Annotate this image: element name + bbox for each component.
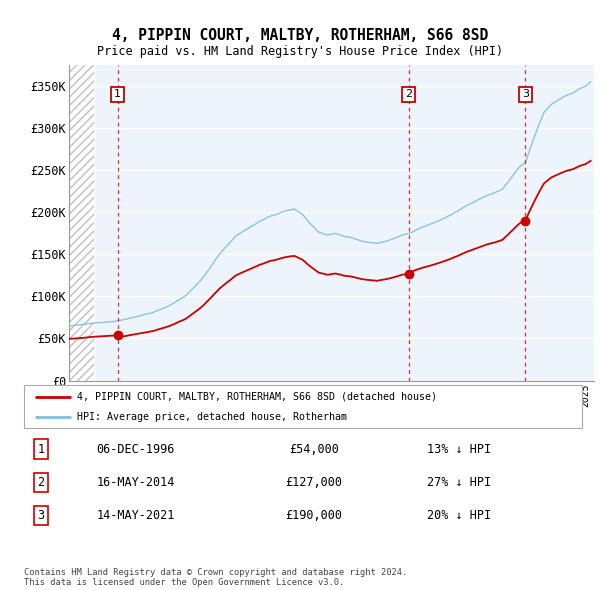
Text: 1: 1: [37, 442, 44, 456]
Text: 16-MAY-2014: 16-MAY-2014: [97, 476, 175, 489]
Text: £190,000: £190,000: [286, 509, 343, 522]
Text: 4, PIPPIN COURT, MALTBY, ROTHERHAM, S66 8SD (detached house): 4, PIPPIN COURT, MALTBY, ROTHERHAM, S66 …: [77, 392, 437, 402]
Text: 13% ↓ HPI: 13% ↓ HPI: [427, 442, 491, 456]
Text: 14-MAY-2021: 14-MAY-2021: [97, 509, 175, 522]
Text: 3: 3: [37, 509, 44, 522]
Text: 27% ↓ HPI: 27% ↓ HPI: [427, 476, 491, 489]
Text: 3: 3: [522, 89, 529, 99]
Text: Price paid vs. HM Land Registry's House Price Index (HPI): Price paid vs. HM Land Registry's House …: [97, 45, 503, 58]
Text: 4, PIPPIN COURT, MALTBY, ROTHERHAM, S66 8SD: 4, PIPPIN COURT, MALTBY, ROTHERHAM, S66 …: [112, 28, 488, 43]
Bar: [69, 65, 94, 381]
FancyBboxPatch shape: [24, 385, 582, 428]
Text: £54,000: £54,000: [289, 442, 339, 456]
Text: Contains HM Land Registry data © Crown copyright and database right 2024.
This d: Contains HM Land Registry data © Crown c…: [24, 568, 407, 587]
Text: £127,000: £127,000: [286, 476, 343, 489]
Text: HPI: Average price, detached house, Rotherham: HPI: Average price, detached house, Roth…: [77, 412, 347, 422]
Text: 06-DEC-1996: 06-DEC-1996: [97, 442, 175, 456]
Bar: [69, 65, 94, 381]
Text: 2: 2: [405, 89, 412, 99]
Text: 1: 1: [114, 89, 121, 99]
Text: 20% ↓ HPI: 20% ↓ HPI: [427, 509, 491, 522]
Text: 2: 2: [37, 476, 44, 489]
